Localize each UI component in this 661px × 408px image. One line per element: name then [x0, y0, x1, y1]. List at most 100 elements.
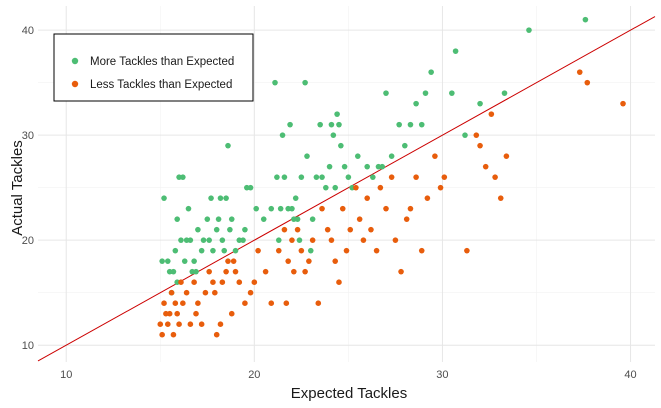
data-point: [277, 205, 284, 212]
data-point: [217, 195, 224, 201]
data-point: [347, 226, 354, 233]
data-point: [236, 279, 243, 285]
data-point: [422, 90, 429, 96]
data-point: [219, 237, 226, 243]
data-point: [166, 310, 173, 317]
data-point: [170, 268, 177, 275]
data-point: [268, 205, 275, 212]
data-point: [306, 258, 312, 264]
data-point: [208, 195, 214, 201]
data-point: [582, 16, 589, 23]
legend-marker-less-tackles: [71, 80, 79, 88]
data-point: [584, 79, 591, 86]
data-point: [176, 321, 182, 327]
data-point: [413, 174, 419, 180]
data-point: [281, 226, 288, 233]
data-point: [492, 174, 498, 180]
data-point: [206, 237, 212, 243]
data-point: [432, 153, 438, 159]
legend: More Tackles than Expected Less Tackles …: [53, 33, 254, 102]
data-point: [213, 331, 220, 338]
data-point: [200, 237, 207, 243]
data-point: [174, 216, 181, 222]
data-point: [407, 205, 414, 212]
data-point: [225, 142, 231, 149]
data-point: [377, 184, 384, 191]
data-point: [210, 247, 216, 254]
data-point: [185, 205, 192, 212]
data-point: [477, 100, 483, 107]
data-point: [191, 258, 197, 264]
data-point: [364, 163, 370, 170]
data-point: [354, 153, 361, 159]
data-point: [180, 300, 186, 306]
data-point: [157, 321, 164, 327]
data-point: [260, 216, 267, 222]
data-point: [285, 258, 291, 264]
data-point: [488, 111, 495, 117]
data-point: [356, 216, 363, 222]
data-point: [364, 195, 370, 201]
data-point: [174, 310, 181, 317]
data-point: [398, 268, 404, 275]
data-point: [302, 268, 308, 275]
legend-label-more-tackles: More Tackles than Expected: [90, 56, 234, 68]
data-point: [437, 184, 444, 191]
data-point: [620, 100, 626, 107]
data-point: [383, 90, 389, 96]
data-point: [251, 279, 258, 285]
data-point: [326, 163, 333, 170]
data-point: [413, 100, 419, 107]
data-point: [230, 258, 237, 264]
data-point: [228, 216, 235, 222]
data-point: [274, 174, 280, 180]
data-point: [353, 184, 359, 191]
data-point: [181, 258, 188, 264]
data-point: [482, 163, 489, 170]
x-tick-label: 40: [624, 369, 636, 381]
data-point: [473, 132, 480, 138]
data-point: [292, 195, 299, 201]
data-point: [223, 195, 229, 201]
data-point: [294, 216, 301, 222]
data-point: [345, 174, 352, 180]
data-point: [180, 174, 186, 180]
legend-marker-more-tackles: [71, 57, 79, 65]
x-axis-title: Expected Tackles: [291, 385, 407, 402]
data-point: [159, 331, 165, 338]
data-point: [464, 247, 470, 254]
data-point: [379, 163, 386, 170]
data-point: [161, 195, 167, 201]
data-point: [383, 205, 389, 212]
data-point: [418, 121, 425, 128]
major-gridlines: [38, 6, 655, 362]
x-tick-label: 20: [248, 369, 260, 381]
data-point: [228, 310, 235, 317]
data-point: [304, 153, 310, 159]
data-point: [449, 90, 455, 96]
data-point: [373, 247, 380, 254]
data-point: [392, 237, 399, 243]
data-point: [313, 174, 320, 180]
data-point: [232, 268, 239, 275]
y-axis-tick-labels: 10 20 30 40: [22, 25, 34, 352]
data-point: [319, 174, 325, 180]
data-point: [232, 247, 239, 254]
data-point: [240, 237, 246, 243]
y-tick-label: 40: [22, 25, 34, 37]
data-point: [324, 226, 331, 233]
data-point: [159, 258, 165, 264]
data-point: [428, 69, 434, 75]
data-point: [170, 331, 177, 338]
data-point: [275, 237, 282, 243]
data-point: [368, 226, 374, 233]
data-point: [341, 163, 348, 170]
data-point: [272, 79, 278, 86]
data-point: [275, 247, 282, 254]
data-point: [217, 321, 224, 327]
data-point: [242, 300, 248, 306]
data-point: [168, 289, 175, 296]
data-point: [323, 184, 329, 191]
y-tick-label: 10: [22, 340, 34, 352]
data-point: [187, 321, 194, 327]
